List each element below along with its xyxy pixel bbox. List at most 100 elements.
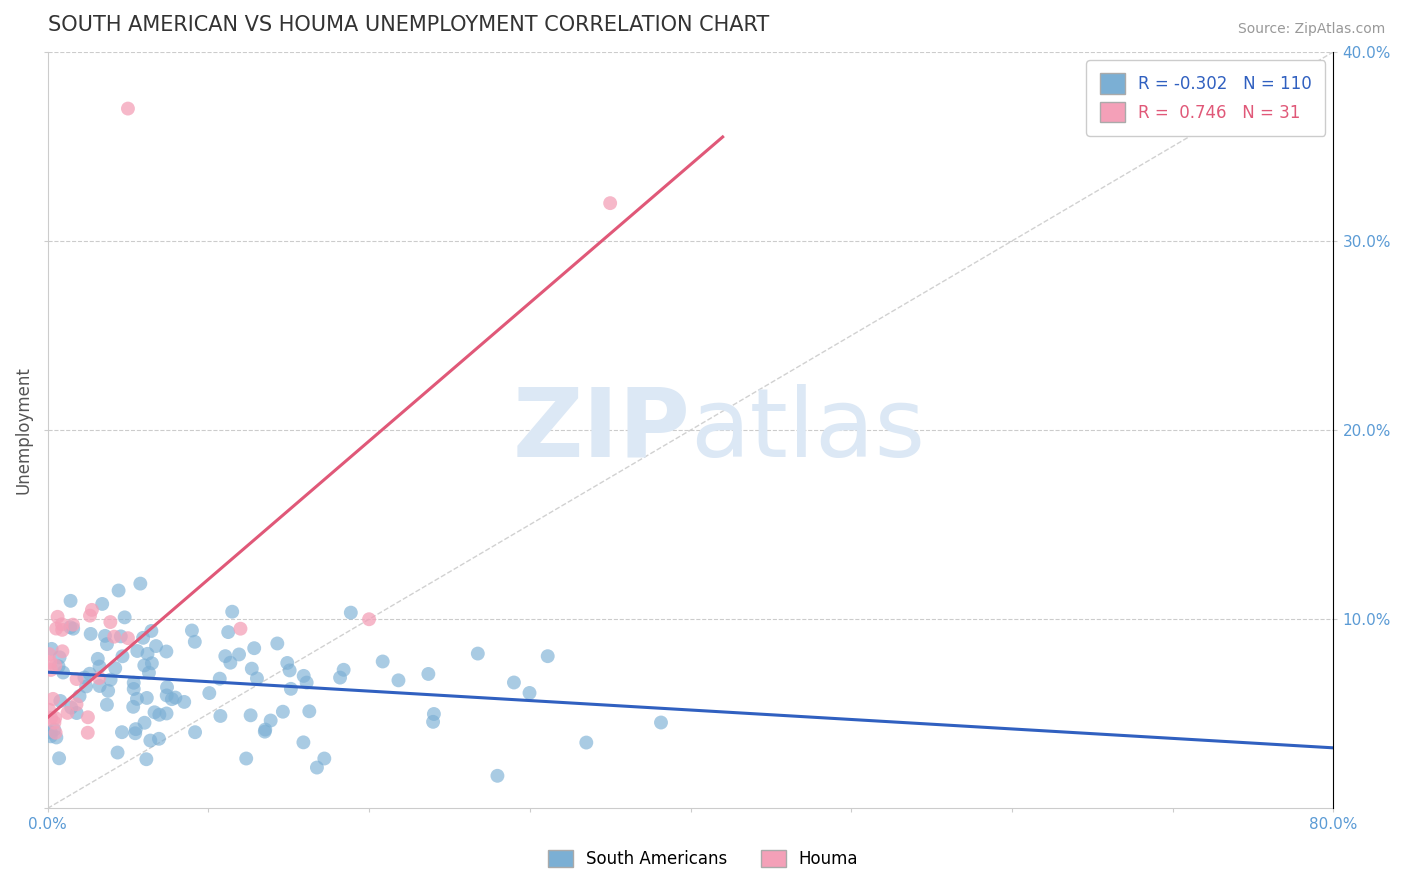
- Point: [135, 752, 157, 766]
- Point: [371, 655, 394, 669]
- Point: [235, 751, 257, 765]
- Point: [125, 722, 148, 736]
- Point: [107, 746, 129, 760]
- Point: [89, 679, 111, 693]
- Point: [184, 725, 207, 739]
- Point: [519, 686, 541, 700]
- Point: [94, 629, 117, 643]
- Point: [221, 605, 243, 619]
- Point: [79, 627, 101, 641]
- Point: [39, 711, 62, 725]
- Point: [59, 594, 82, 608]
- Legend: R = -0.302   N = 110, R =  0.746   N = 31: R = -0.302 N = 110, R = 0.746 N = 31: [1087, 60, 1324, 136]
- Point: [138, 665, 160, 680]
- Point: [100, 673, 122, 687]
- Point: [110, 629, 132, 643]
- Point: [38, 647, 60, 661]
- Point: [253, 724, 276, 739]
- Point: [52, 665, 75, 680]
- Point: [80, 603, 103, 617]
- Point: [148, 731, 170, 746]
- Point: [314, 751, 336, 765]
- Point: [486, 769, 509, 783]
- Point: [87, 652, 110, 666]
- Point: [60, 700, 83, 714]
- Point: [44, 711, 66, 725]
- Point: [65, 698, 87, 712]
- Point: [650, 715, 672, 730]
- Point: [114, 610, 136, 624]
- Point: [229, 622, 252, 636]
- Point: [44, 723, 66, 737]
- Point: [418, 667, 440, 681]
- Point: [243, 641, 266, 656]
- Point: [42, 692, 65, 706]
- Text: Source: ZipAtlas.com: Source: ZipAtlas.com: [1237, 22, 1385, 37]
- Point: [155, 644, 177, 658]
- Point: [228, 648, 250, 662]
- Point: [156, 681, 179, 695]
- Point: [332, 663, 354, 677]
- Point: [46, 609, 69, 624]
- Point: [135, 690, 157, 705]
- Point: [160, 692, 183, 706]
- Point: [79, 608, 101, 623]
- Point: [89, 671, 111, 685]
- Point: [214, 649, 236, 664]
- Point: [45, 622, 67, 636]
- Point: [208, 672, 231, 686]
- Text: atlas: atlas: [690, 384, 925, 476]
- Point: [575, 735, 598, 749]
- Point: [141, 624, 163, 638]
- Point: [104, 661, 127, 675]
- Point: [278, 664, 301, 678]
- Point: [387, 673, 409, 688]
- Point: [145, 639, 167, 653]
- Point: [38, 703, 60, 717]
- Point: [219, 656, 242, 670]
- Point: [276, 656, 298, 670]
- Point: [51, 617, 73, 632]
- Point: [329, 671, 352, 685]
- Point: [111, 649, 134, 664]
- Point: [117, 631, 139, 645]
- Point: [49, 694, 72, 708]
- Point: [156, 689, 179, 703]
- Point: [280, 681, 302, 696]
- Point: [467, 647, 489, 661]
- Text: ZIP: ZIP: [513, 384, 690, 476]
- Point: [44, 658, 66, 673]
- Point: [96, 637, 118, 651]
- Point: [39, 729, 62, 743]
- Point: [422, 714, 444, 729]
- Point: [56, 706, 79, 720]
- Legend: South Americans, Houma: South Americans, Houma: [541, 843, 865, 875]
- Point: [51, 623, 73, 637]
- Point: [295, 675, 318, 690]
- Point: [45, 725, 67, 739]
- Text: SOUTH AMERICAN VS HOUMA UNEMPLOYMENT CORRELATION CHART: SOUTH AMERICAN VS HOUMA UNEMPLOYMENT COR…: [48, 15, 769, 35]
- Point: [423, 706, 446, 721]
- Point: [165, 690, 187, 705]
- Point: [292, 735, 315, 749]
- Point: [75, 680, 97, 694]
- Point: [134, 658, 156, 673]
- Point: [141, 657, 163, 671]
- Point: [48, 751, 70, 765]
- Point: [76, 725, 98, 739]
- Point: [122, 675, 145, 690]
- Point: [51, 644, 73, 658]
- Point: [39, 663, 62, 677]
- Point: [240, 662, 263, 676]
- Point: [66, 706, 89, 720]
- Point: [599, 196, 621, 211]
- Point: [134, 715, 156, 730]
- Point: [79, 666, 101, 681]
- Point: [122, 681, 145, 696]
- Point: [77, 710, 100, 724]
- Point: [217, 625, 239, 640]
- Y-axis label: Unemployment: Unemployment: [15, 366, 32, 494]
- Point: [73, 671, 96, 685]
- Point: [129, 576, 152, 591]
- Point: [107, 583, 129, 598]
